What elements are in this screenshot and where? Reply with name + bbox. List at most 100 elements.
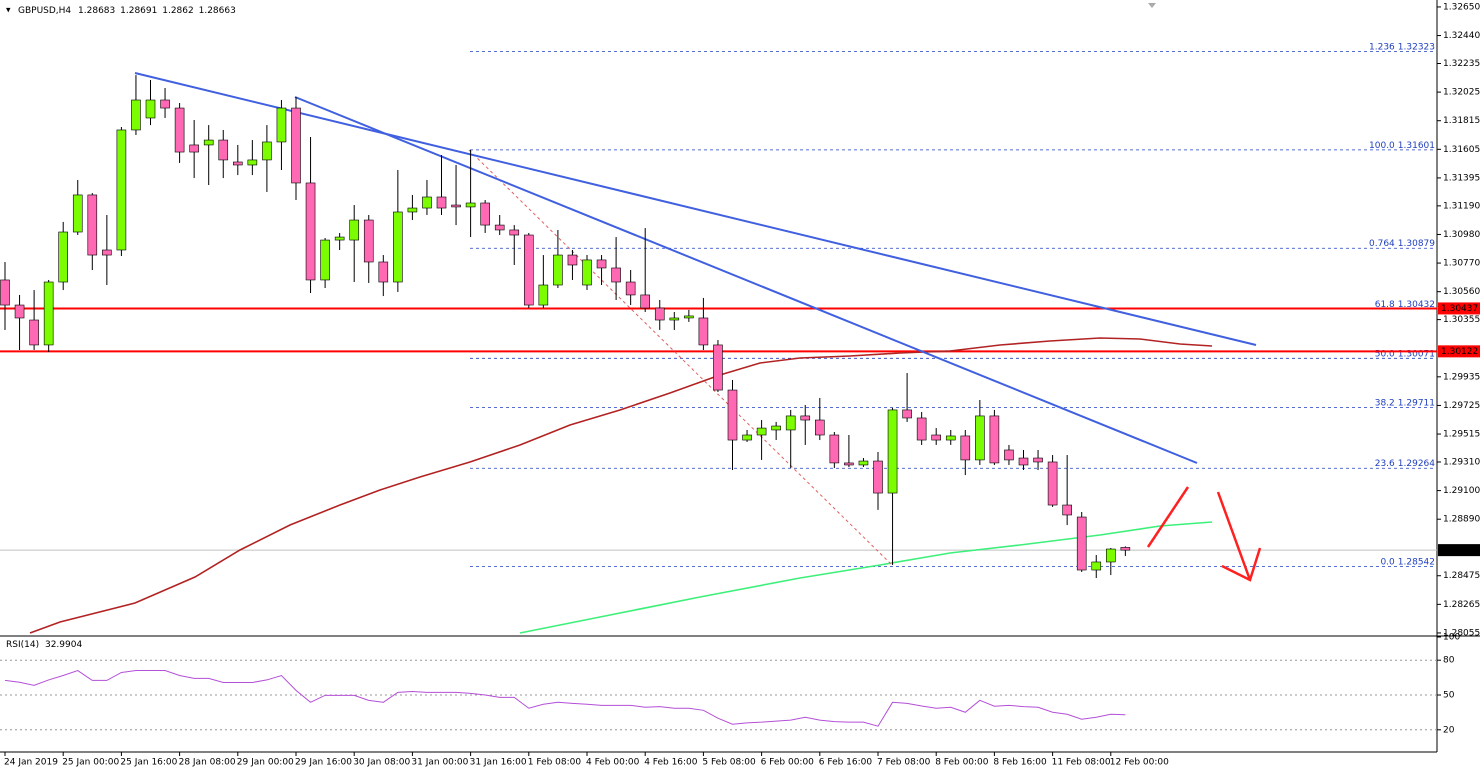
candle-body	[480, 202, 490, 226]
fib-label: 0.0 1.28542	[1380, 557, 1435, 567]
candle-body	[829, 434, 840, 464]
candle-body	[494, 224, 505, 231]
x-tick-label: 29 Jan 16:00	[295, 758, 352, 768]
fib-label: 61.8 1.30432	[1375, 300, 1435, 310]
level-box	[1438, 345, 1480, 358]
candle-body	[233, 161, 243, 166]
candle-body	[742, 434, 752, 441]
y-tick-label: 1.28265	[1443, 600, 1480, 610]
candle-body	[975, 415, 985, 461]
header-high: 1.28691	[120, 6, 157, 16]
candle-body	[844, 462, 854, 466]
candle-body	[189, 144, 199, 153]
candle-body	[29, 319, 39, 346]
candle-body	[14, 304, 25, 319]
y-tick-label: 1.31605	[1443, 145, 1480, 155]
candle-body	[814, 419, 825, 436]
y-tick-label: 1.29515	[1443, 430, 1480, 440]
y-tick-label: 1.32235	[1443, 59, 1480, 69]
candle-body	[902, 409, 912, 419]
candle-body	[116, 129, 127, 251]
header-open: 1.28683	[78, 6, 115, 16]
candle-body	[174, 107, 185, 153]
fib-label: 0.764 1.30879	[1369, 239, 1435, 249]
candle-body	[727, 389, 738, 441]
candle-body	[582, 259, 592, 286]
fib-price: 1.28542	[1398, 557, 1435, 567]
fib-price: 1.30879	[1398, 239, 1435, 249]
x-tick-label: 1 Feb 08:00	[528, 758, 582, 768]
fib-price: 1.29264	[1398, 459, 1435, 469]
y-tick-label: 1.31395	[1443, 173, 1480, 183]
candle-body	[276, 107, 287, 143]
y-tick-label: 1.29725	[1443, 401, 1480, 411]
header-arrow: ▾	[6, 6, 11, 16]
candle-body	[407, 207, 418, 213]
indicators	[29, 72, 1262, 634]
rsi-tick-label: 100	[1443, 633, 1460, 643]
candle-body	[422, 196, 432, 209]
candle-body	[203, 139, 214, 146]
candle-body	[1076, 516, 1087, 571]
y-tick-label: 1.30560	[1443, 287, 1480, 297]
candle-body	[145, 99, 156, 119]
symbol: GBPUSD,H4	[18, 6, 71, 16]
x-tick-label: 8 Feb 16:00	[993, 758, 1047, 768]
candle-body	[596, 259, 607, 269]
rsi-tick-label: 20	[1443, 725, 1455, 735]
fib-ratio: 100.0	[1369, 140, 1395, 150]
level-box	[1438, 302, 1480, 315]
candle-body	[698, 317, 709, 346]
bid-label: 1.28663	[1441, 546, 1478, 556]
candle-body	[1047, 461, 1058, 506]
trend-line	[294, 96, 1198, 464]
y-tick-label: 1.30770	[1443, 259, 1480, 269]
candle-body	[363, 219, 374, 263]
candle-body	[87, 194, 98, 256]
fib-ratio: 38.2	[1375, 398, 1395, 408]
candle-body	[247, 159, 258, 166]
fib-ratio: 0.764	[1369, 239, 1395, 249]
candle-body	[58, 231, 69, 283]
arrow-up	[1146, 486, 1190, 548]
level-label: 1.30437	[1441, 304, 1478, 314]
candle-body	[1062, 504, 1072, 516]
candle-body	[931, 434, 942, 441]
candle-body	[291, 107, 301, 184]
candle-body	[640, 294, 651, 309]
x-tick-label: 31 Jan 16:00	[470, 758, 527, 768]
y-tick-label: 1.28475	[1443, 571, 1480, 581]
candle-body	[334, 236, 345, 241]
candle-body	[0, 279, 10, 306]
candle-body	[800, 415, 811, 421]
candle-body	[1018, 457, 1029, 466]
candle-body	[553, 254, 563, 286]
y-tick-label: 1.29100	[1443, 486, 1480, 496]
x-tick-label: 4 Feb 00:00	[586, 758, 640, 768]
candle-body	[349, 219, 360, 241]
y-tick-label: 1.30355	[1443, 315, 1480, 325]
candle-body	[160, 99, 170, 109]
candle-body	[509, 229, 520, 236]
candle-body	[756, 427, 767, 436]
candle-body	[393, 211, 403, 283]
candle-body	[625, 281, 636, 296]
x-tick-label: 5 Feb 08:00	[702, 758, 756, 768]
rsi-name: RSI(14)	[6, 640, 39, 650]
moving-average-100	[29, 337, 1213, 634]
candle-body	[611, 267, 621, 283]
fib-ratio: 23.6	[1375, 459, 1395, 469]
shift-marker	[1148, 3, 1156, 8]
candle-body	[873, 460, 883, 494]
header-low: 1.2862	[162, 6, 194, 16]
x-tick-label: 12 Feb 00:00	[1110, 758, 1169, 768]
candle-body	[538, 284, 549, 306]
rsi-tick-label: 50	[1443, 691, 1455, 701]
candle-body	[1033, 457, 1043, 463]
candle-body	[1120, 547, 1131, 551]
candle-body	[785, 415, 796, 431]
candle-body	[858, 460, 869, 466]
candle-body	[262, 141, 272, 161]
candle-body	[131, 99, 141, 131]
